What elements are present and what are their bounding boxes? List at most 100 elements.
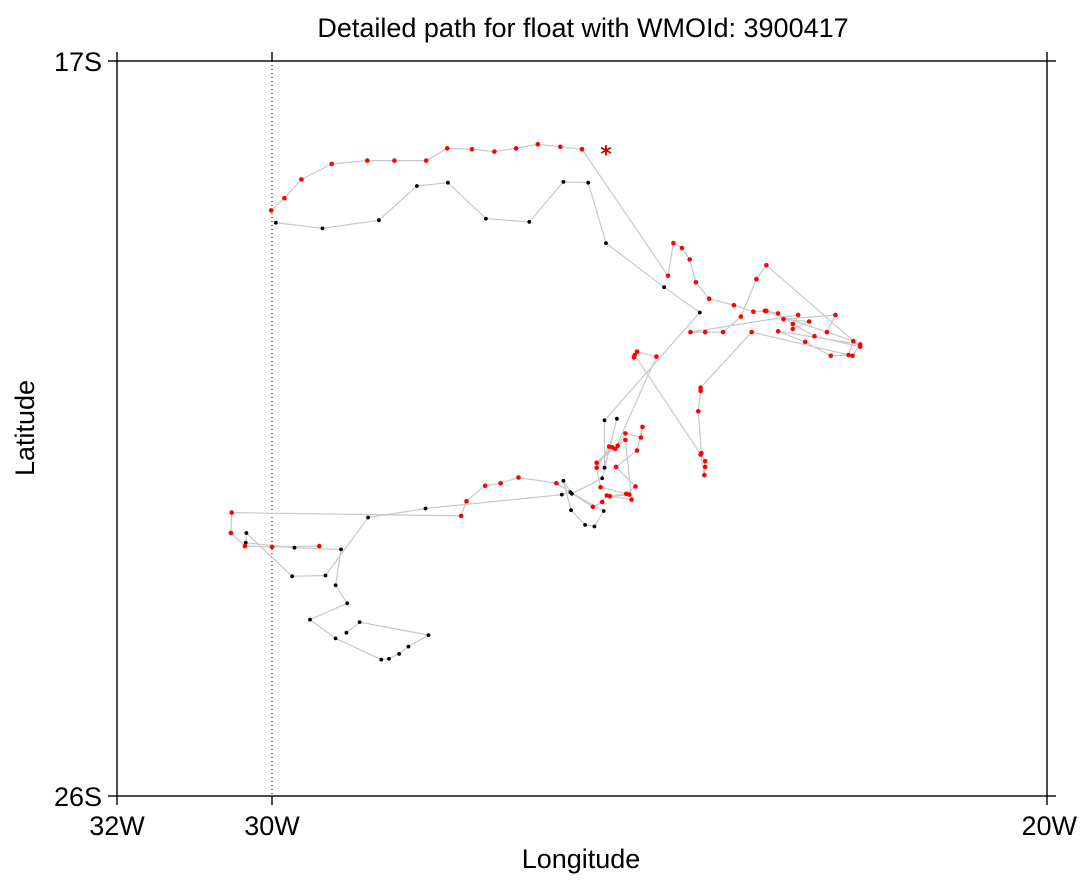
- float-point-0-11: [697, 310, 702, 315]
- float-point-1-53: [702, 472, 707, 478]
- y-axis-label: Latitude: [10, 380, 40, 476]
- plot-frame: [116, 60, 1048, 797]
- float-point-0-24: [423, 506, 428, 511]
- float-point-1-81: [554, 480, 559, 486]
- float-point-1-80: [590, 504, 596, 510]
- float-point-1-32: [688, 329, 693, 335]
- float-point-1-43: [802, 339, 808, 345]
- float-point-0-22: [568, 490, 573, 495]
- float-point-0-10: [662, 285, 666, 290]
- float-point-0-23: [559, 492, 564, 497]
- float-point-1-23: [775, 311, 781, 316]
- float-point-1-59: [654, 354, 659, 359]
- axis-tick-labels: 32W 30W 20W 17S 26S: [54, 47, 1078, 841]
- float-point-1-50: [696, 409, 701, 414]
- float-point-1-61: [623, 431, 628, 436]
- float-point-0-4: [446, 180, 450, 185]
- float-point-1-49: [698, 388, 703, 394]
- float-point-1-73: [609, 445, 615, 450]
- float-point-1-74: [594, 460, 599, 466]
- float-point-0-6: [527, 220, 532, 224]
- float-point-0-3: [415, 184, 419, 188]
- float-path: [230, 143, 862, 661]
- float-point-0-37: [387, 656, 391, 661]
- float-point-0-35: [333, 636, 338, 641]
- chart-title: Detailed path for float with WMOId: 3900…: [317, 13, 848, 43]
- float-point-0-29: [243, 540, 248, 545]
- float-point-1-35: [806, 319, 812, 324]
- float-point-1-75: [615, 443, 620, 449]
- y-tick-label-0: 17S: [54, 47, 102, 77]
- float-point-0-18: [569, 508, 573, 513]
- float-point-0-20: [592, 524, 597, 529]
- float-point-1-16: [679, 245, 685, 251]
- float-point-1-47: [749, 329, 754, 335]
- float-point-1-48: [698, 385, 703, 391]
- float-point-1-90: [269, 544, 275, 550]
- float-point-1-58: [634, 349, 640, 355]
- float-point-0-25: [366, 515, 370, 520]
- float-point-1-20: [731, 302, 737, 308]
- float-point-1-24: [790, 321, 796, 327]
- float-point-0-41: [357, 620, 362, 624]
- float-point-1-7: [444, 146, 450, 151]
- float-point-0-12: [602, 418, 607, 423]
- float-point-1-76: [623, 437, 628, 443]
- float-point-0-40: [426, 633, 431, 637]
- float-point-1-44: [775, 329, 781, 334]
- float-point-1-39: [762, 308, 768, 314]
- float-point-1-18: [693, 280, 699, 285]
- x-tick-label-0: 32W: [89, 811, 145, 841]
- float-point-1-64: [634, 448, 640, 453]
- float-point-1-25: [812, 333, 817, 339]
- float-point-1-4: [365, 158, 370, 163]
- axis-ticks: [108, 52, 1056, 805]
- float-point-0-31: [339, 547, 343, 552]
- float-point-1-1: [282, 195, 287, 201]
- float-point-1-12: [558, 144, 563, 150]
- float-point-1-5: [392, 158, 397, 163]
- float-point-1-17: [687, 257, 692, 262]
- float-point-1-88: [228, 530, 234, 536]
- float-point-0-14: [615, 416, 619, 421]
- float-positions: *: [228, 142, 863, 662]
- float-point-1-71: [594, 465, 599, 471]
- float-point-0-30: [292, 545, 297, 550]
- float-point-0-17: [561, 478, 566, 483]
- float-point-1-30: [720, 329, 726, 335]
- float-point-0-9: [604, 241, 608, 246]
- x-axis-label: Longitude: [522, 844, 641, 874]
- float-point-1-3: [329, 161, 335, 167]
- float-point-1-77: [629, 497, 634, 502]
- float-point-0-21: [601, 509, 606, 513]
- float-point-0-27: [290, 574, 295, 579]
- float-point-0-34: [308, 617, 312, 622]
- float-point-1-29: [738, 314, 744, 319]
- float-point-1-2: [299, 177, 304, 182]
- float-point-1-21: [751, 309, 756, 315]
- float-point-1-9: [492, 149, 497, 154]
- float-point-1-14: [665, 273, 671, 279]
- float-point-1-33: [795, 312, 801, 318]
- float-point-1-31: [702, 329, 708, 335]
- float-point-0-7: [561, 180, 566, 184]
- float-point-0-38: [397, 652, 401, 656]
- float-point-1-11: [535, 142, 541, 147]
- float-point-0-42: [344, 630, 349, 635]
- float-point-1-45: [857, 342, 863, 347]
- float-point-0-19: [583, 523, 587, 527]
- float-point-1-83: [498, 480, 503, 486]
- float-point-1-84: [482, 483, 488, 489]
- float-point-1-0: [268, 208, 274, 213]
- float-point-1-57: [631, 355, 637, 360]
- float-point-0-13: [602, 465, 607, 470]
- end-marker: *: [600, 142, 612, 167]
- float-point-1-34: [790, 326, 796, 332]
- float-point-1-36: [781, 316, 786, 322]
- x-tick-label-2: 20W: [1021, 811, 1077, 841]
- float-point-1-6: [423, 158, 429, 163]
- float-point-0-32: [333, 583, 338, 588]
- float-point-0-33: [345, 601, 350, 606]
- float-point-1-65: [613, 464, 619, 470]
